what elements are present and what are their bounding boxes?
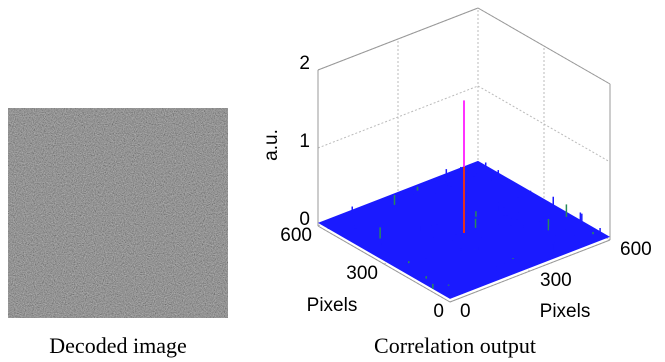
decoded-image [8, 108, 228, 318]
box-edge [318, 8, 478, 70]
y-tick-label: 0 [433, 301, 444, 322]
x-axis-label: Pixels [540, 301, 591, 322]
z-tick-label: 2 [299, 53, 310, 74]
y-tick-label: 300 [346, 263, 378, 284]
x-tick-label: 0 [460, 301, 471, 322]
x-tick-label: 600 [620, 239, 652, 260]
x-tick-label: 300 [540, 270, 572, 291]
z-tick-label: 1 [299, 131, 310, 152]
figure: Decoded image Correlation output 0 1 2 0 300… [0, 0, 665, 362]
left-caption: Decoded image [49, 333, 186, 358]
y-axis-label: Pixels [307, 295, 358, 316]
z-axis-label: a.u. [261, 129, 282, 161]
y-tick-label: 600 [280, 225, 312, 246]
right-caption: Correlation output [374, 333, 536, 358]
